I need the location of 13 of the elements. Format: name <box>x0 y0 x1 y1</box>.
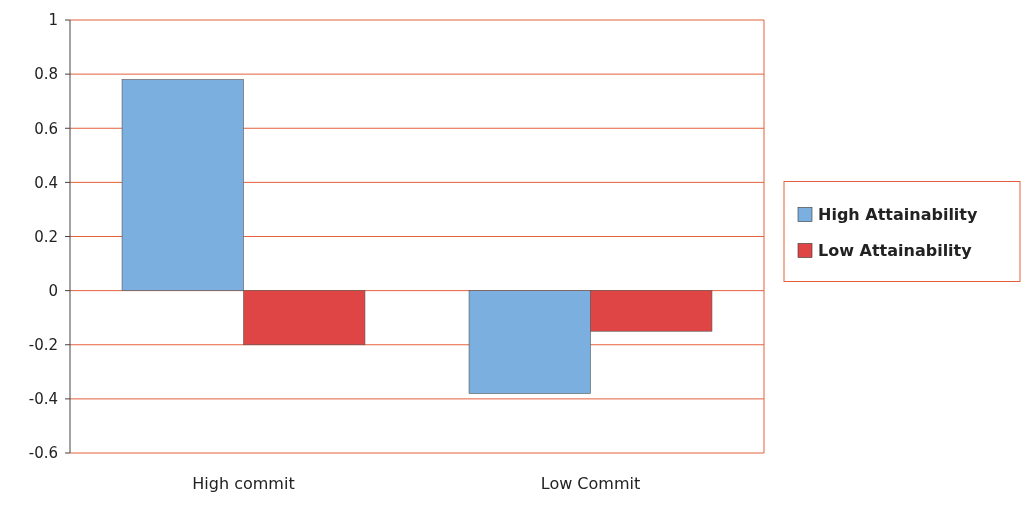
y-tick-label: 0.2 <box>34 227 58 246</box>
y-tick-label: 0.4 <box>34 173 58 192</box>
y-tick-label: -0.4 <box>28 390 58 409</box>
y-tick-label: -0.6 <box>28 444 58 463</box>
y-tick-label: 1 <box>48 11 58 30</box>
legend-label: High Attainability <box>818 205 978 225</box>
y-tick-label: 0 <box>48 281 58 300</box>
y-tick-label: 0.8 <box>34 65 58 84</box>
x-tick-label: High commit <box>192 474 295 493</box>
legend-label: Low Attainability <box>818 241 973 261</box>
y-tick-label: -0.2 <box>28 336 58 354</box>
x-tick-label: Low Commit <box>540 474 641 493</box>
y-tick-label: 0.6 <box>34 119 58 138</box>
